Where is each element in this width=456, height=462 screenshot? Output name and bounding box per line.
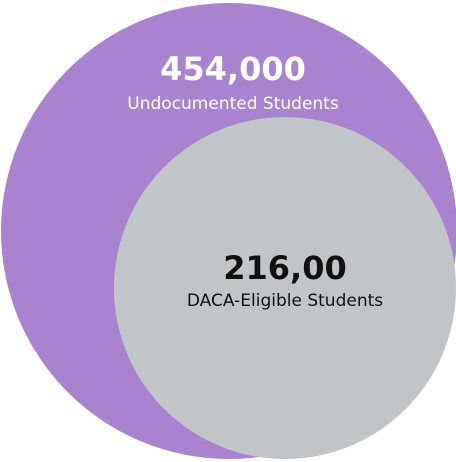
- inner-circle-daca-eligible: [114, 117, 456, 459]
- inner-value-label: 216,00: [223, 249, 346, 287]
- outer-value-label: 454,000: [160, 50, 306, 88]
- inner-category-label: DACA-Eligible Students: [187, 291, 383, 311]
- outer-category-label: Undocumented Students: [127, 94, 339, 114]
